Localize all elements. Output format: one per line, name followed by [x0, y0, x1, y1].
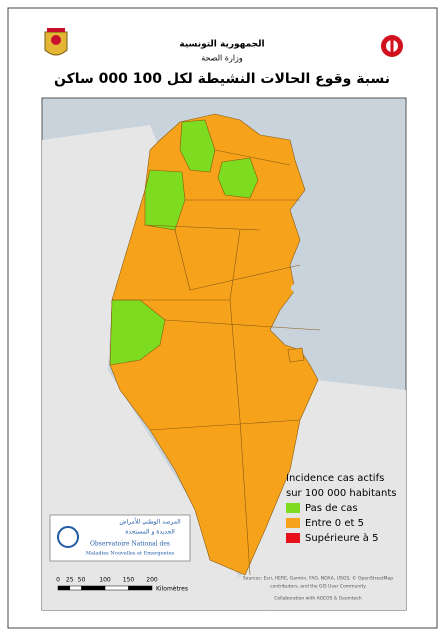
scale-segment	[69, 585, 82, 591]
legend-label: Pas de cas	[305, 503, 358, 514]
credit-line: Collaboration with AGEOS & Geointech	[274, 596, 362, 602]
scale-label: 200	[146, 577, 158, 584]
legend-label: Entre 0 et 5	[305, 518, 364, 529]
credit-line: Sources: Esri, HERE, Garmin, FAO, NOAA, …	[243, 575, 393, 582]
region-boundaries	[112, 149, 321, 576]
map-title: نسبة وقوع الحالات النشيطة لكل 100 000 سا…	[54, 71, 390, 87]
algeria	[42, 125, 240, 590]
region	[179, 119, 216, 173]
libya	[240, 380, 406, 610]
legend-swatch	[286, 503, 300, 513]
scale-label: 100	[99, 577, 111, 584]
scale-label: 25	[66, 577, 74, 584]
country-name: الجمهورية التونسية	[179, 40, 264, 50]
legend-title: sur 100 000 habitants	[286, 488, 396, 499]
legend-swatch	[286, 518, 300, 528]
scale-segment	[81, 585, 106, 591]
lake	[291, 284, 299, 292]
region	[217, 157, 259, 199]
scale-segment	[128, 585, 153, 591]
region	[109, 113, 319, 576]
tunisia-emblem	[44, 28, 68, 56]
logo-arabic: المرصد الوطني للأمراض	[119, 518, 181, 526]
legend: Incidence cas actifs sur 100 000 habitan…	[286, 473, 396, 544]
legend-swatch	[286, 533, 300, 543]
logo-french: Observatoire National des	[90, 541, 170, 548]
scale-label: 0	[56, 577, 60, 584]
scale-segment	[104, 585, 129, 591]
scale-label: 150	[123, 577, 135, 584]
observatory-logo: المرصد الوطني للأمراض الجديدة و المستجدة…	[49, 514, 191, 562]
governorates	[109, 113, 321, 576]
logo-box	[49, 514, 191, 562]
logo-mark	[57, 526, 79, 548]
scale-bar: 0 25 50 100 150 200 Kilomètres	[56, 577, 188, 593]
health-logo	[381, 35, 403, 57]
land	[42, 578, 270, 610]
credits: Sources: Esri, HERE, Garmin, FAO, NOAA, …	[243, 575, 393, 602]
credit-line: contributors, and the GIS User Community	[270, 584, 366, 590]
legend-label: Supérieure à 5	[305, 532, 378, 544]
region	[287, 347, 305, 363]
logo-french: Maladies Nouvelles et Emergentes	[86, 551, 175, 557]
ministry-name: وزارة الصحة	[201, 54, 243, 63]
legend-title: Incidence cas actifs	[286, 473, 384, 484]
scale-unit: Kilomètres	[156, 586, 188, 593]
scale-label: 50	[78, 577, 86, 584]
logo-arabic: الجديدة و المستجدة	[125, 529, 175, 536]
scale-segment	[57, 585, 70, 591]
